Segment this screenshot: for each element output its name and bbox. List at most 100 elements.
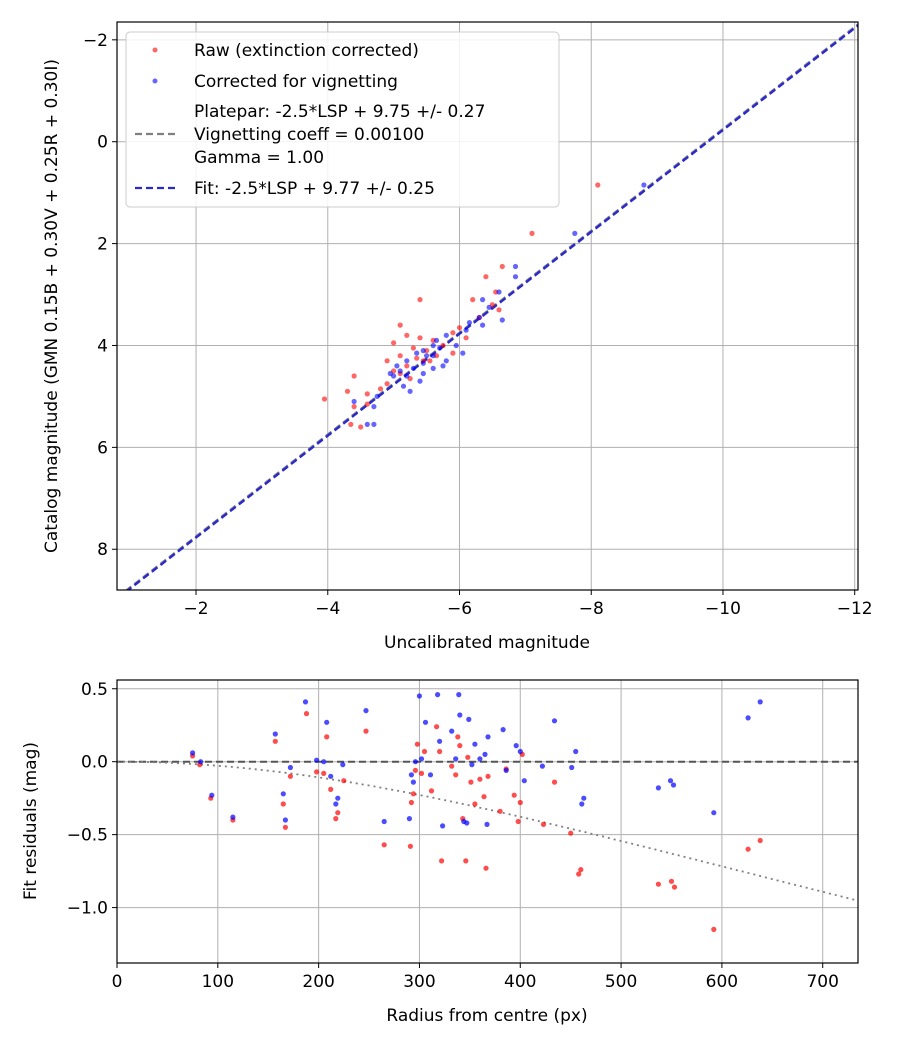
x-tick-label: 100 <box>202 972 234 992</box>
corrected-point <box>711 810 717 816</box>
raw-point <box>465 754 471 760</box>
raw-point <box>456 325 463 331</box>
corrected-point <box>364 421 370 427</box>
raw-point <box>463 858 469 864</box>
raw-point <box>363 728 369 734</box>
y-tick-label: 0.0 <box>81 753 108 773</box>
corrected-point <box>517 748 523 755</box>
corrected-point <box>420 348 426 354</box>
corrected-point <box>456 692 462 698</box>
corrected-point <box>443 358 449 364</box>
corrected-point <box>500 727 506 733</box>
raw-point <box>529 230 535 236</box>
raw-point <box>496 307 502 313</box>
raw-point <box>410 345 416 351</box>
corrected-point <box>433 337 440 343</box>
corrected-point <box>443 332 449 338</box>
raw-point <box>481 794 487 800</box>
vignetting-curve <box>117 760 858 902</box>
y-tick-label: −1.0 <box>67 899 108 919</box>
corrected-point <box>667 778 674 784</box>
legend-box <box>125 31 560 208</box>
raw-point <box>287 773 293 779</box>
corrected-point <box>512 274 519 280</box>
raw-point <box>303 711 310 717</box>
corrected-point <box>503 767 509 774</box>
corrected-point <box>484 821 490 828</box>
x-tick-label: 600 <box>706 972 738 992</box>
fit-line <box>126 24 858 590</box>
raw-point <box>384 358 390 364</box>
x-tick-label: −2 <box>184 599 209 619</box>
corrected-point <box>272 731 278 737</box>
raw-point <box>578 867 584 873</box>
raw-point <box>455 734 461 740</box>
y-tick-label: −2 <box>83 31 108 51</box>
corrected-point <box>539 763 546 769</box>
legend: Raw (extinction corrected) Corrected for… <box>125 31 560 208</box>
raw-point <box>427 358 433 364</box>
raw-point <box>499 263 505 270</box>
x-tick-label: −10 <box>705 599 741 619</box>
corrected-point <box>430 353 436 359</box>
corrected-point <box>328 773 334 779</box>
corrected-point <box>476 314 482 321</box>
legend-corrected-label: Corrected for vignetting <box>194 72 398 92</box>
corrected-point <box>416 693 422 699</box>
corrected-point <box>198 759 204 765</box>
corrected-point <box>745 715 751 721</box>
corrected-point <box>485 734 491 740</box>
corrected-point <box>581 795 587 801</box>
top-lines <box>124 23 858 590</box>
raw-point <box>321 770 327 777</box>
corrected-point <box>496 289 502 295</box>
raw-point <box>568 830 574 836</box>
raw-point <box>417 335 423 341</box>
corrected-point <box>573 748 579 755</box>
y-tick-label: −0.5 <box>67 826 108 846</box>
raw-point <box>397 353 403 359</box>
raw-point <box>517 799 523 806</box>
corrected-point <box>466 716 472 723</box>
legend-corrected-marker <box>152 78 158 84</box>
y-tick-label: 2 <box>97 235 108 255</box>
corrected-point <box>641 182 647 188</box>
top-plot-frame <box>116 21 859 591</box>
raw-point <box>358 424 364 430</box>
raw-point <box>410 791 416 797</box>
corrected-point <box>230 814 236 820</box>
corrected-point <box>314 757 320 763</box>
legend-raw-marker <box>152 47 158 53</box>
raw-point <box>412 767 418 774</box>
corrected-point <box>579 801 585 807</box>
corrected-point <box>340 762 346 768</box>
corrected-point <box>572 230 578 236</box>
x-tick-label: 700 <box>806 972 838 992</box>
corrected-point <box>394 363 400 369</box>
corrected-point <box>449 728 455 734</box>
corrected-point <box>363 708 369 714</box>
raw-point <box>477 776 483 782</box>
raw-point <box>483 274 489 280</box>
raw-point <box>351 404 357 410</box>
raw-point <box>483 865 489 871</box>
raw-point <box>468 779 474 785</box>
corrected-point <box>435 692 441 698</box>
corrected-point <box>427 772 434 778</box>
corrected-point <box>190 750 196 756</box>
corrected-point <box>420 370 426 377</box>
corrected-point <box>463 327 469 333</box>
raw-point <box>344 388 351 394</box>
corrected-point <box>422 719 429 725</box>
x-tick-label: −6 <box>447 599 472 619</box>
raw-point <box>463 335 469 341</box>
bottom-plot-frame <box>116 679 859 964</box>
corrected-point <box>486 304 492 310</box>
corrected-point <box>424 353 430 359</box>
x-tick-label: −12 <box>837 599 873 619</box>
raw-point <box>407 843 413 849</box>
raw-point <box>551 779 558 785</box>
raw-point <box>418 770 425 777</box>
corrected-point <box>460 350 466 356</box>
